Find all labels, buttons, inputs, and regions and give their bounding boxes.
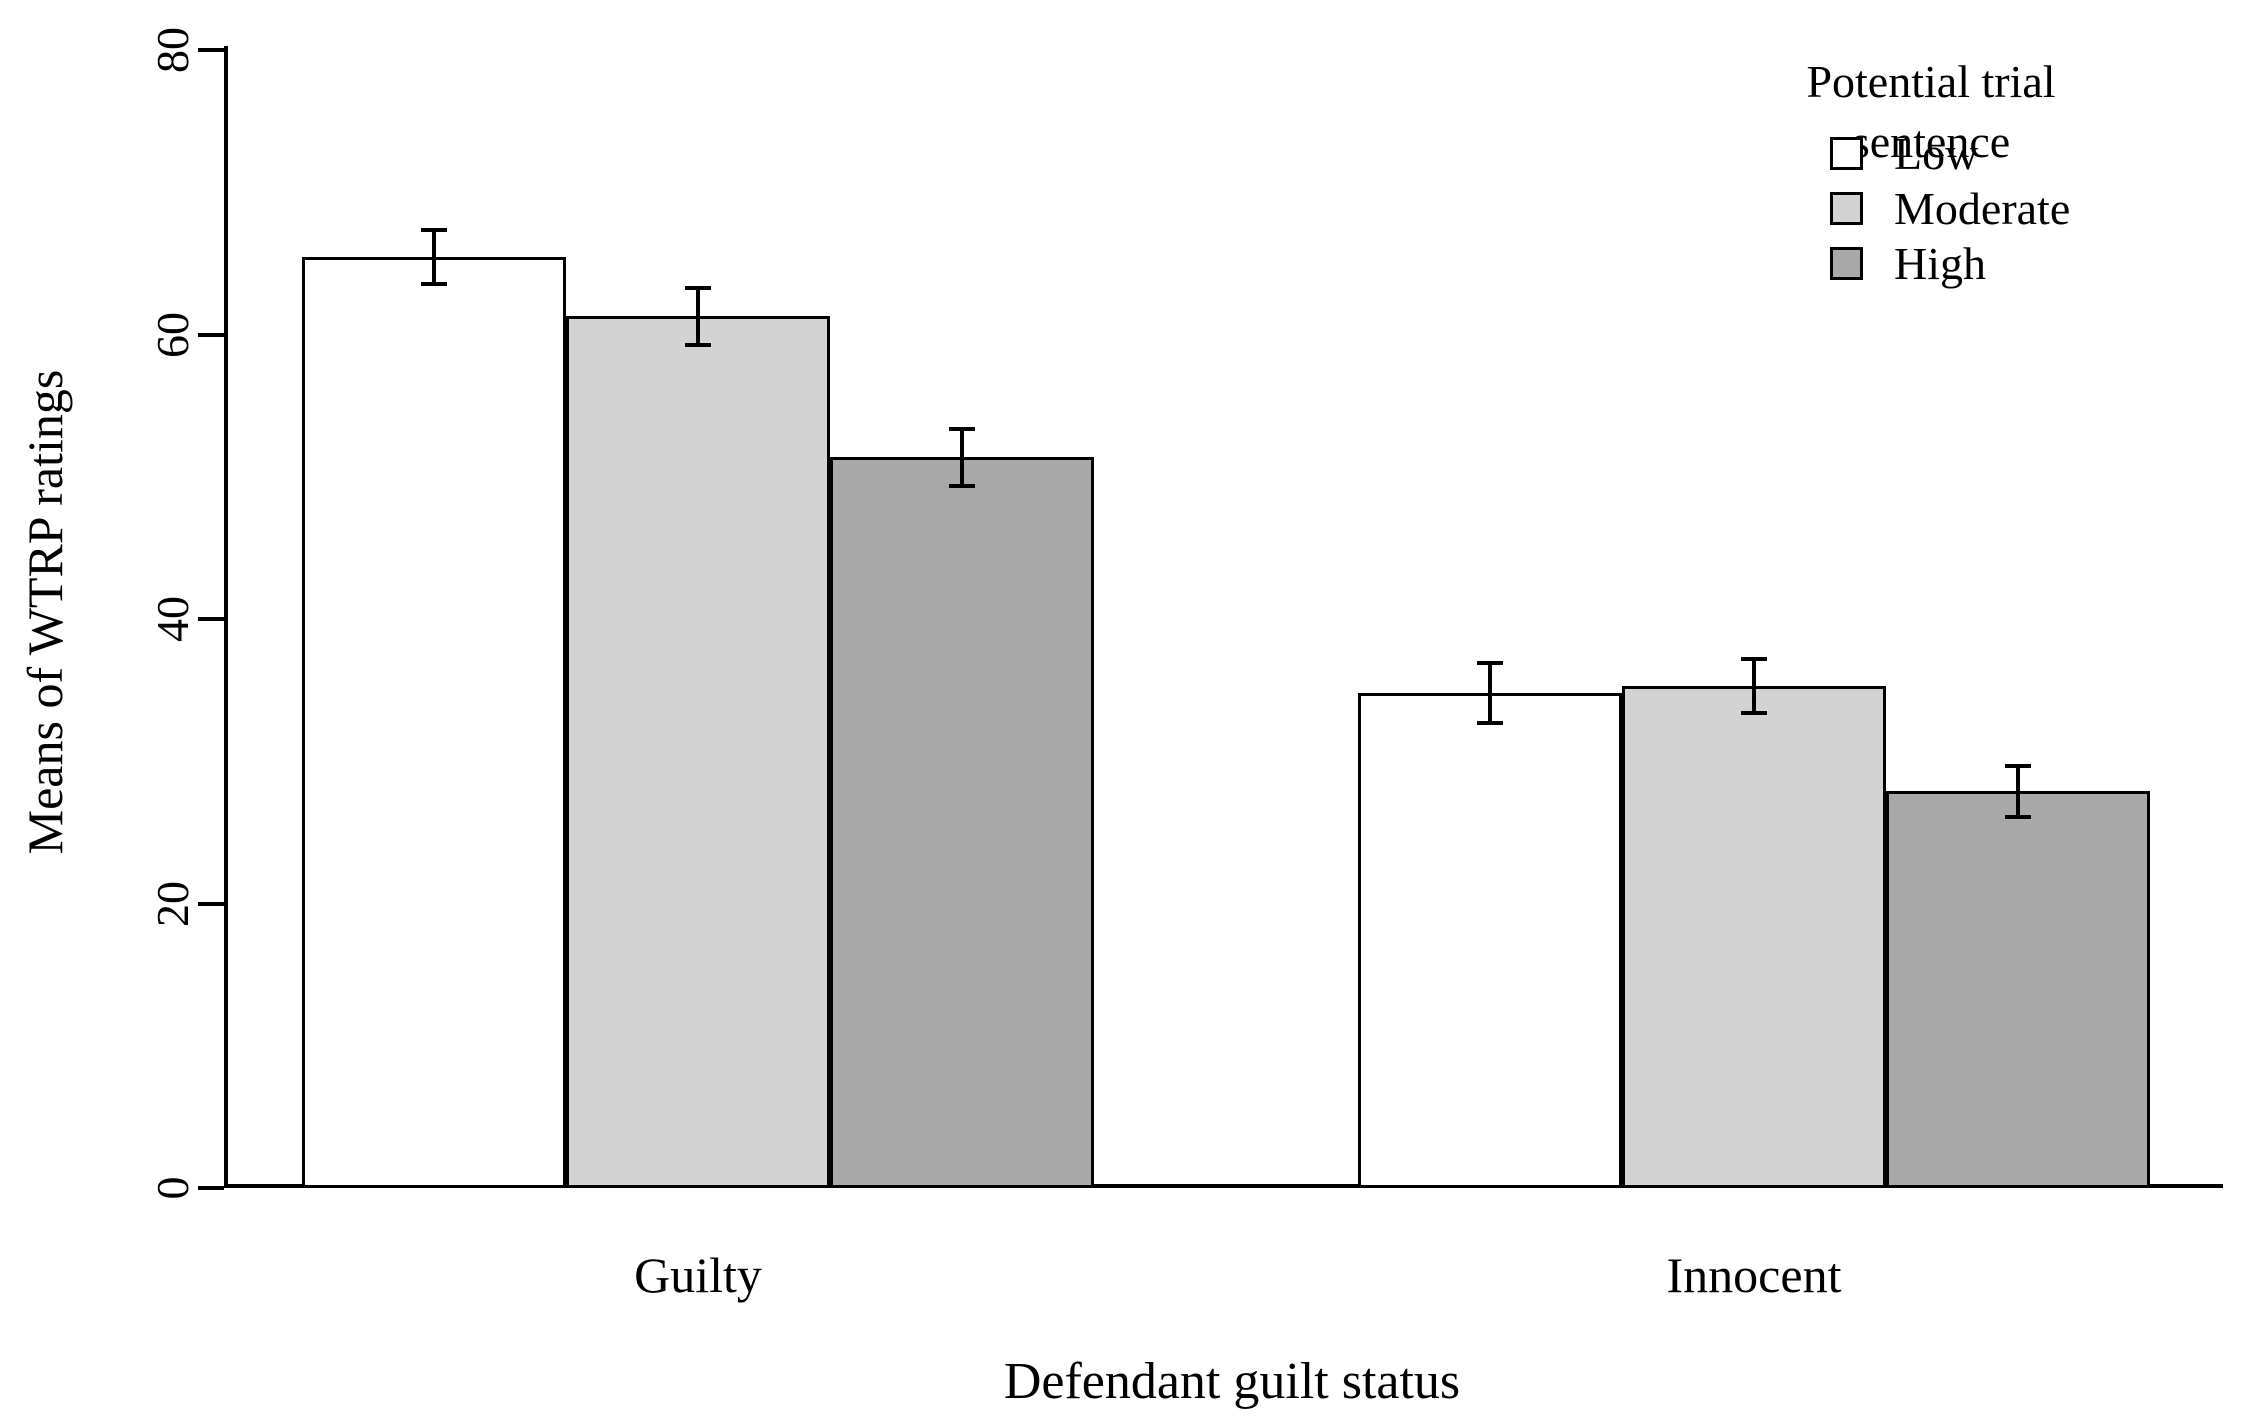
y-tick-label-40: 40 — [146, 596, 198, 642]
bar-innocent-moderate — [1622, 686, 1886, 1188]
y-tick-label-20: 20 — [146, 881, 198, 927]
legend-swatch-high-icon — [1830, 247, 1863, 280]
y-tick-40 — [198, 617, 224, 621]
error-bar-innocent-high-cap-bottom — [2005, 815, 2031, 819]
category-label-innocent: Innocent — [1666, 1247, 1842, 1303]
error-bar-guilty-moderate-cap-bottom — [685, 343, 711, 347]
error-bar-innocent-moderate-line — [1752, 659, 1756, 713]
legend-label-moderate: Moderate — [1894, 183, 2071, 234]
error-bar-guilty-low-cap-top — [421, 228, 447, 232]
error-bar-innocent-moderate-cap-bottom — [1741, 711, 1767, 715]
bar-guilty-high — [830, 457, 1094, 1188]
y-tick-label-60: 60 — [146, 312, 198, 358]
legend-item-moderate: Moderate — [1757, 181, 2105, 236]
y-axis-line — [224, 46, 228, 1188]
error-bar-guilty-high-line — [960, 429, 964, 486]
y-tick-80 — [198, 48, 224, 52]
error-bar-innocent-low-line — [1488, 663, 1492, 723]
legend-swatch-low-icon — [1830, 137, 1863, 170]
legend-title: Potential trial sentence — [1806, 56, 2056, 167]
error-bar-innocent-high-cap-top — [2005, 764, 2031, 768]
error-bar-innocent-low-cap-top — [1477, 661, 1503, 665]
y-tick-label-0: 0 — [146, 1176, 198, 1200]
x-axis-title: Defendant guilt status — [1003, 1353, 1461, 1410]
error-bar-innocent-moderate-cap-top — [1741, 657, 1767, 661]
error-bar-guilty-high-cap-bottom — [949, 484, 975, 488]
bar-innocent-high — [1886, 791, 2150, 1188]
legend: Potential trial sentence Low Moderate Hi… — [1757, 52, 2105, 291]
bar-guilty-moderate — [566, 316, 830, 1188]
y-tick-60 — [198, 333, 224, 337]
error-bar-innocent-low-cap-bottom — [1477, 721, 1503, 725]
bar-innocent-low — [1358, 693, 1622, 1188]
error-bar-innocent-high-line — [2016, 766, 2020, 817]
legend-swatch-moderate-icon — [1830, 192, 1863, 225]
error-bar-guilty-low-line — [432, 230, 436, 284]
y-tick-label-80: 80 — [146, 27, 198, 73]
y-tick-0 — [198, 1186, 224, 1190]
error-bar-guilty-moderate-line — [696, 288, 700, 345]
legend-rows: Low Moderate High — [1757, 126, 2105, 291]
category-label-guilty: Guilty — [634, 1247, 762, 1303]
error-bar-guilty-low-cap-bottom — [421, 282, 447, 286]
error-bar-guilty-moderate-cap-top — [685, 286, 711, 290]
bar-guilty-low — [302, 257, 566, 1188]
error-bar-guilty-high-cap-top — [949, 427, 975, 431]
legend-item-high: High — [1757, 236, 2105, 291]
x-axis-line — [224, 1184, 2223, 1188]
legend-label-low: Low — [1894, 128, 1979, 179]
legend-item-low: Low — [1757, 126, 2105, 181]
y-tick-20 — [198, 902, 224, 906]
legend-label-high: High — [1894, 238, 1986, 289]
